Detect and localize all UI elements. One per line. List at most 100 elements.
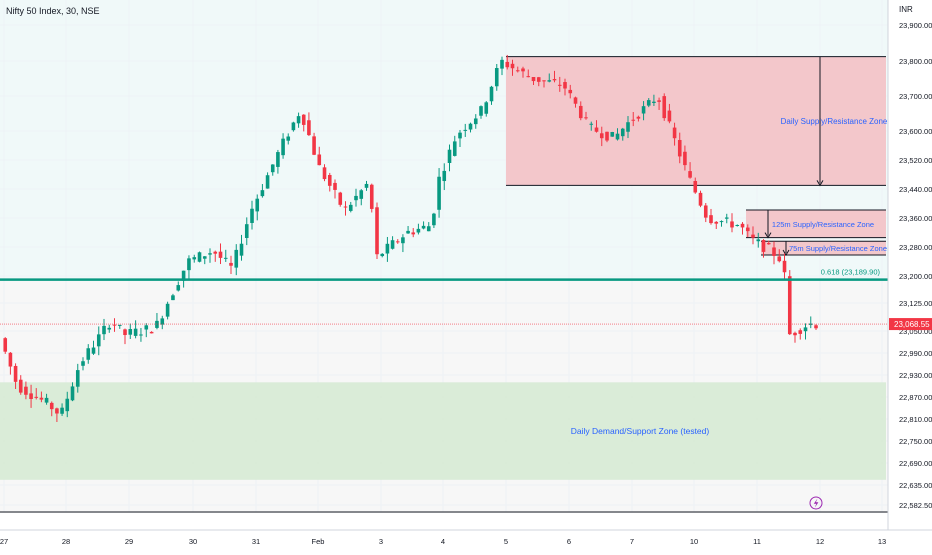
price-axis[interactable]: 23,900.00 23,800.00 23,700.00 23,600.00 23,5…: [887, 0, 932, 530]
current-price-label: 23,068.55: [894, 320, 930, 329]
candle-body: [133, 328, 138, 336]
price-tick-label: 23,280.00: [899, 243, 932, 252]
lightning-icon[interactable]: [809, 496, 823, 510]
price-tick-label: 23,360.00: [899, 214, 932, 223]
candle-body: [605, 131, 609, 141]
candle-body: [468, 123, 473, 130]
zone-label: Daily Demand/Support Zone (tested): [571, 426, 710, 436]
candle-body: [735, 225, 740, 227]
candle-body: [463, 129, 468, 131]
candle-body: [390, 240, 395, 249]
candle-body: [286, 136, 291, 141]
candle-body: [484, 102, 489, 114]
candle-body: [60, 407, 64, 414]
candle-body: [301, 114, 306, 125]
candle-body: [102, 325, 106, 335]
candle-body: [348, 204, 353, 211]
candle-body: [547, 80, 552, 82]
candle-body: [578, 105, 583, 119]
candle-body: [338, 192, 343, 205]
candle-body: [375, 207, 379, 255]
time-tick-label: 28: [62, 537, 70, 546]
current-price-badge[interactable]: [889, 318, 932, 331]
price-tick-label: 22,810.00: [899, 415, 932, 424]
candle-body: [515, 70, 520, 72]
candle-body: [65, 398, 70, 412]
zone-label: 125m Supply/Resistance Zone: [772, 220, 874, 229]
candle-body: [793, 332, 797, 336]
price-tick-label: 22,582.50: [899, 501, 932, 510]
time-axis[interactable]: 27 28 29 30 31 Feb 3 4 5 6 7 10 11 12 13: [0, 529, 932, 550]
candle-body: [594, 127, 599, 132]
zone-label: Daily Supply/Resistance Zone: [781, 117, 888, 126]
candle-body: [291, 122, 296, 131]
candle-body: [432, 213, 436, 226]
candle-body: [208, 253, 212, 255]
time-tick-label: 7: [630, 537, 634, 546]
candle-body: [8, 352, 13, 367]
candle-body: [354, 195, 358, 201]
candle-body: [688, 171, 692, 178]
candle-body: [568, 89, 573, 94]
time-tick-label: 6: [567, 537, 571, 546]
candle-body: [112, 324, 117, 326]
candle-body: [171, 295, 175, 301]
candle-body: [489, 86, 494, 102]
candle-body: [610, 132, 615, 137]
candle-body: [149, 331, 154, 334]
candle-body: [107, 327, 112, 330]
candle-body: [255, 198, 260, 212]
candle-body: [49, 402, 54, 410]
candle-body: [385, 243, 390, 254]
candle-body: [270, 164, 275, 173]
candle-body: [18, 379, 23, 393]
candle-body: [192, 257, 197, 260]
candle-body: [13, 365, 18, 382]
chart-title: Nifty 50 Index, 30, NSE: [6, 6, 100, 16]
price-tick-label: 22,750.00: [899, 437, 932, 446]
candle-body: [234, 249, 239, 268]
candle-body: [401, 237, 405, 244]
candles-layer: [3, 54, 818, 422]
candle-body: [542, 80, 546, 82]
candle-body: [772, 247, 776, 256]
price-tick-label: 22,635.00: [899, 481, 932, 490]
time-axis-bg: [0, 530, 932, 550]
zone-0: [506, 56, 886, 186]
candle-body: [531, 77, 536, 82]
candle-body: [557, 84, 562, 86]
candle-body: [724, 217, 729, 219]
candle-body: [176, 285, 181, 291]
price-tick-label: 23,125.00: [899, 299, 932, 308]
price-tick-label: 23,900.00: [899, 21, 932, 30]
candle-body: [86, 348, 91, 360]
time-tick-label: 27: [0, 537, 8, 546]
candle-body: [437, 176, 441, 210]
candle-body: [395, 241, 400, 243]
candle-body: [798, 330, 803, 334]
candle-body: [44, 397, 49, 403]
candle-body: [333, 182, 337, 190]
candle-body: [521, 68, 525, 72]
candle-body: [34, 396, 39, 398]
candle-body: [452, 141, 457, 156]
price-tick-label: 23,440.00: [899, 185, 932, 194]
candle-body: [442, 170, 447, 182]
candle-body: [626, 122, 630, 132]
time-tick-label: Feb: [312, 537, 325, 546]
candle-body: [317, 154, 322, 166]
zones-layer: Daily Supply/Resistance Zone 125m Supply/…: [0, 56, 888, 480]
arrow-head: [782, 249, 790, 256]
candle-body: [751, 234, 755, 238]
candle-body: [703, 205, 708, 218]
candle-body: [473, 118, 478, 125]
zone-1: [746, 210, 886, 238]
candle-body: [421, 225, 426, 229]
candle-body: [265, 175, 270, 189]
candle-body: [29, 393, 33, 400]
price-tick-label: 22,690.00: [899, 459, 932, 468]
candle-body: [359, 190, 364, 199]
candle-body: [406, 230, 410, 234]
candle-body: [693, 181, 698, 193]
